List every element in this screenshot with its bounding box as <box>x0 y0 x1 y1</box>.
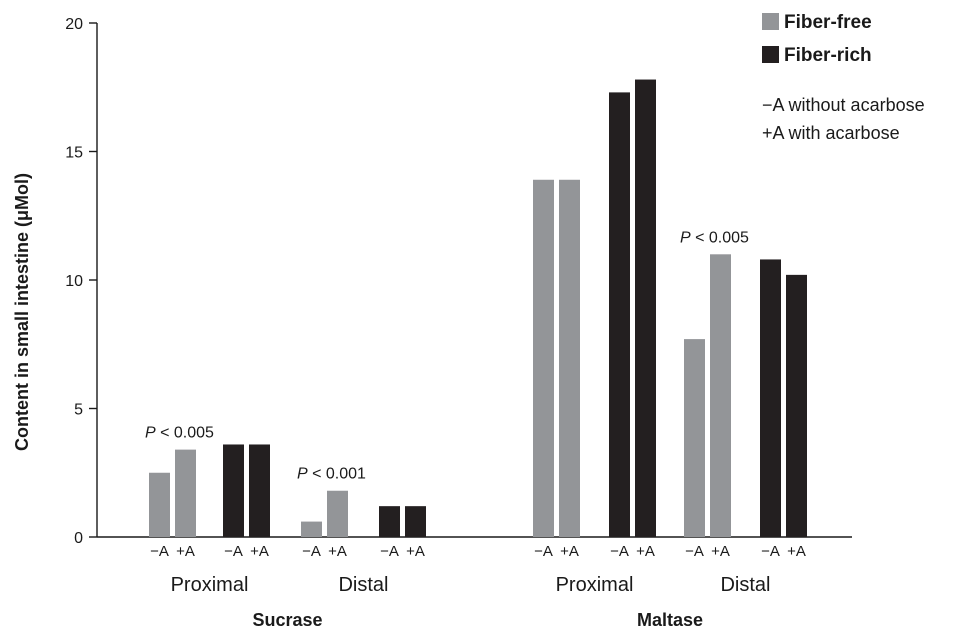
region-label: Proximal <box>556 574 634 596</box>
legend-label: Fiber-rich <box>784 45 872 66</box>
p-value-text: < 0.005 <box>691 229 749 246</box>
bar-sub-label: −A <box>380 543 399 560</box>
bar-sub-label: −A <box>534 543 553 560</box>
enzyme-label: Sucrase <box>252 610 322 630</box>
bar-sub-label: +A <box>176 543 195 560</box>
p-symbol: P <box>297 466 308 483</box>
legend: Fiber-free Fiber-rich −A without acarbose +… <box>762 12 925 143</box>
bar-sub-label: +A <box>328 543 347 560</box>
bar-sucrase-distal-fiber-free-minus-a <box>301 521 322 537</box>
bar-sucrase-distal-fiber-rich-plus-a <box>405 506 426 537</box>
p-value-text: < 0.005 <box>156 425 214 442</box>
bar-maltase-proximal-fiber-rich-plus-a <box>635 79 656 537</box>
legend-note: −A without acarbose <box>762 95 925 115</box>
bar-sub-label: +A <box>711 543 730 560</box>
bars <box>149 79 807 538</box>
bar-sub-label: +A <box>406 543 425 560</box>
bar-sub-label: −A <box>150 543 169 560</box>
region-label: Proximal <box>171 574 249 596</box>
legend-swatch-fiber-free <box>762 13 779 30</box>
bar-sucrase-distal-fiber-rich-minus-a <box>379 506 400 537</box>
y-tick-label: 5 <box>74 402 83 419</box>
legend-swatch-fiber-rich <box>762 46 779 63</box>
y-tick-label: 10 <box>65 273 83 290</box>
bar-sub-label: −A <box>761 543 780 560</box>
bar-maltase-distal-fiber-free-minus-a <box>684 339 705 537</box>
bar-sub-label: +A <box>636 543 655 560</box>
bar-sub-label: +A <box>250 543 269 560</box>
bar-maltase-distal-fiber-rich-minus-a <box>760 259 781 537</box>
p-value-annotation: P < 0.005 <box>680 229 749 246</box>
p-symbol: P <box>145 425 156 442</box>
y-tick-label: 15 <box>65 145 83 162</box>
region-label: Distal <box>338 574 388 596</box>
bar-maltase-proximal-fiber-free-plus-a <box>559 179 580 537</box>
legend-label: Fiber-free <box>784 12 872 33</box>
bar-maltase-distal-fiber-rich-plus-a <box>786 274 807 537</box>
p-symbol: P <box>680 229 691 246</box>
bar-sub-label: +A <box>787 543 806 560</box>
p-value-text: < 0.001 <box>308 466 366 483</box>
bar-sucrase-distal-fiber-free-plus-a <box>327 490 348 537</box>
legend-note: +A with acarbose <box>762 123 900 143</box>
bar-sucrase-proximal-fiber-free-plus-a <box>175 449 196 537</box>
enzyme-label: Maltase <box>637 610 703 630</box>
bar-maltase-proximal-fiber-rich-minus-a <box>609 92 630 537</box>
bar-sub-label: −A <box>610 543 629 560</box>
p-value-annotation: P < 0.001 <box>297 466 366 483</box>
y-axis-title: Content in small intestine (μMol) <box>12 173 32 451</box>
y-tick-label: 0 <box>74 530 83 547</box>
bar-maltase-proximal-fiber-free-minus-a <box>533 179 554 537</box>
bar-sucrase-proximal-fiber-free-minus-a <box>149 472 170 537</box>
bar-sub-label: −A <box>302 543 321 560</box>
bar-sub-label: −A <box>224 543 243 560</box>
bar-sub-label: +A <box>560 543 579 560</box>
bar-sucrase-proximal-fiber-rich-minus-a <box>223 444 244 537</box>
bar-sucrase-proximal-fiber-rich-plus-a <box>249 444 270 537</box>
bar-maltase-distal-fiber-free-plus-a <box>710 254 731 538</box>
region-label: Distal <box>720 574 770 596</box>
bar-sub-label: −A <box>685 543 704 560</box>
y-tick-label: 20 <box>65 16 83 33</box>
p-value-annotation: P < 0.005 <box>145 425 214 442</box>
